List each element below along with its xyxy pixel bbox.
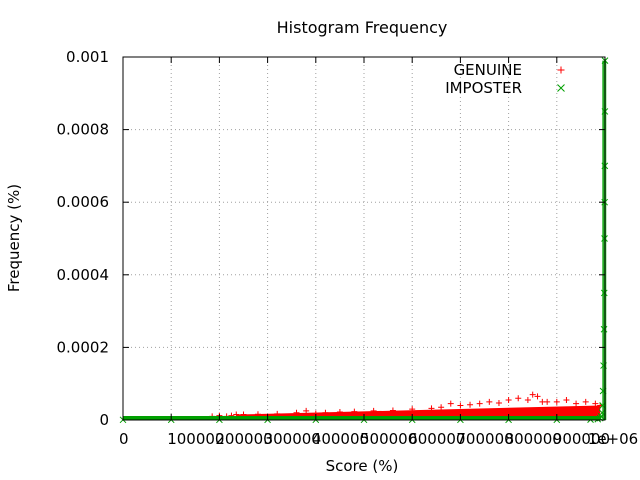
genuine-point [529, 391, 536, 398]
genuine-point [476, 400, 483, 407]
legend-x-marker [557, 84, 565, 92]
legend-label-imposter: IMPOSTER [445, 79, 522, 97]
y-tick-label: 0.0006 [57, 193, 110, 211]
genuine-point [428, 405, 435, 412]
genuine-point [447, 400, 454, 407]
genuine-point [336, 409, 343, 416]
genuine-point [486, 398, 493, 405]
legend-label-genuine: GENUINE [454, 61, 522, 79]
genuine-point [370, 407, 377, 414]
x-axis-label: Score (%) [326, 457, 399, 475]
x-tick-label: 700000 [456, 430, 513, 448]
grid-lines [123, 57, 605, 420]
genuine-point [524, 397, 531, 404]
y-tick-label: 0.0004 [57, 266, 110, 284]
genuine-point [438, 404, 445, 411]
x-tick-label: 800000 [505, 430, 562, 448]
axis-ticks [122, 56, 606, 421]
legend-marker-genuine [557, 66, 565, 74]
imposter-spike-band [602, 60, 607, 420]
y-tick-label: 0 [99, 411, 109, 429]
genuine-point [553, 398, 560, 405]
x-tick-label: 100000 [167, 430, 224, 448]
plot-marks [119, 57, 609, 424]
genuine-point [274, 410, 281, 417]
y-tick-label: 0.0002 [57, 338, 110, 356]
genuine-point [467, 401, 474, 408]
imposter-point [600, 362, 607, 369]
genuine-point [303, 407, 310, 414]
y-tick-label: 0.0008 [57, 121, 110, 139]
x-tick-label: 0 [119, 430, 129, 448]
genuine-point [515, 395, 522, 402]
genuine-point [322, 409, 329, 416]
genuine-point [293, 409, 300, 416]
x-tick-label: 600000 [408, 430, 465, 448]
imposter-point [600, 325, 608, 333]
genuine-point [582, 398, 589, 405]
imposter-point [598, 409, 606, 417]
genuine-point [409, 406, 416, 413]
genuine-point [534, 393, 541, 400]
imposter-point [600, 289, 608, 297]
x-tick-label: 300000 [264, 430, 321, 448]
x-tick-label: 500000 [360, 430, 417, 448]
genuine-point [389, 407, 396, 414]
x-tick-labels: 0 100000200000300000400000500000600000700… [119, 430, 638, 448]
legend-plus-marker [557, 66, 565, 74]
y-tick-label: 0.001 [66, 48, 109, 66]
x-tick-label: 200000 [215, 430, 272, 448]
genuine-point [457, 402, 464, 409]
legend: GENUINE IMPOSTER [445, 61, 565, 97]
x-tick-label: 400000 [312, 430, 369, 448]
x-tick-label: 900000 [553, 430, 610, 448]
genuine-point [592, 400, 599, 407]
legend-marker-imposter [557, 84, 565, 92]
y-tick-labels: 0 0.0002 0.0004 0.0006 0.0008 0.001 [57, 48, 110, 429]
genuine-point [563, 397, 570, 404]
genuine-point [544, 398, 551, 405]
genuine-point [573, 400, 580, 407]
genuine-point [351, 408, 358, 415]
x-tick-label: 1e+06 [588, 430, 638, 448]
genuine-point [495, 399, 502, 406]
y-axis-label: Frequency (%) [5, 184, 23, 292]
series-imposter [119, 57, 609, 424]
chart-title: Histogram Frequency [277, 18, 448, 37]
series-genuine [209, 391, 604, 420]
genuine-point [505, 397, 512, 404]
